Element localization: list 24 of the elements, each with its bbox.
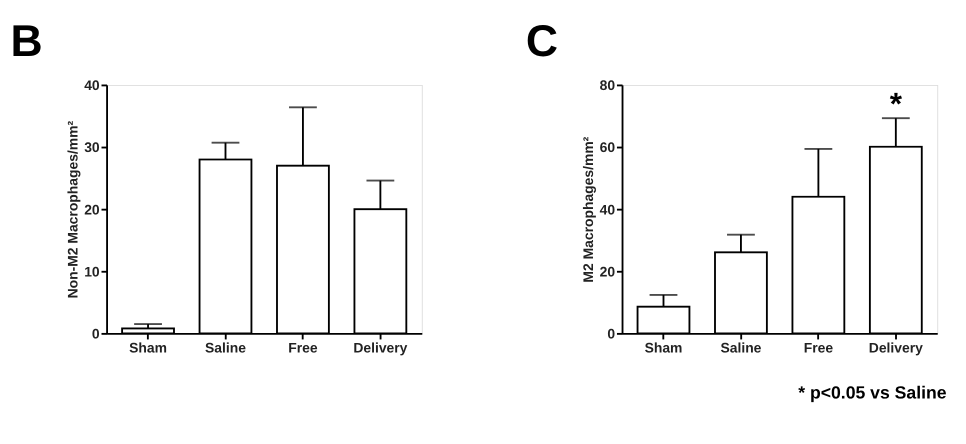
x-tick-label: Free — [804, 339, 834, 356]
y-tick-label: 20 — [84, 201, 100, 218]
y-tick-label: 20 — [600, 263, 616, 280]
y-tick-label: 0 — [607, 326, 616, 342]
y-tick-label: 60 — [600, 139, 616, 156]
y-tick-label: 40 — [600, 201, 616, 218]
y-axis-title: Non-M2 Macrophages/mm² — [64, 120, 81, 298]
x-tick-label: Sham — [644, 339, 682, 356]
annotation: * — [890, 86, 903, 122]
x-tick-label: Sham — [129, 339, 167, 356]
chart-title: B — [10, 17, 43, 66]
chart-title: C — [526, 17, 558, 66]
x-tick-label: Saline — [720, 339, 762, 356]
y-tick-label: 30 — [84, 139, 100, 156]
text: * p<0.05 vs Saline — [798, 382, 947, 402]
x-tick-label: Free — [288, 339, 318, 356]
x-tick-label: Delivery — [868, 339, 924, 356]
x-tick-label: Delivery — [353, 339, 408, 356]
y-tick-label: 40 — [84, 77, 100, 94]
y-tick-label: 10 — [84, 263, 100, 280]
y-axis-title: M2 Macrophages/mm² — [580, 136, 596, 283]
y-tick-label: 80 — [600, 77, 616, 94]
x-tick-label: Saline — [205, 339, 246, 356]
y-tick-label: 0 — [92, 326, 100, 342]
